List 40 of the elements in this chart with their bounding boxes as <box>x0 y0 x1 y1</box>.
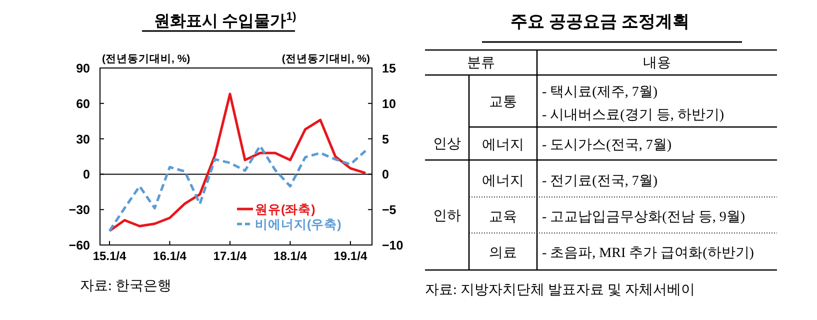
y-tick-label: −60 <box>68 238 90 252</box>
text: 교통 <box>489 95 517 110</box>
x-tick-label: 19.1/4 <box>334 249 368 263</box>
text: - 택시료(제주, 7월) <box>542 85 658 100</box>
y-tick-label: 30 <box>76 132 90 146</box>
y2-tick-label: 0 <box>382 168 389 182</box>
text: 인하 <box>433 209 461 224</box>
y2-tick-label: 5 <box>382 132 389 146</box>
text: 자료: 한국은행 <box>80 279 172 294</box>
text: 자료: 지방자치단체 발표자료 및 자체서베이 <box>425 283 695 298</box>
text: 에너지 <box>482 174 524 189</box>
y2-tick-label: −10 <box>382 238 404 252</box>
x-tick-label: 18.1/4 <box>274 249 308 263</box>
text: - 도시가스(전국, 7월) <box>542 138 672 153</box>
text: - 고교납입금무상화(전남 등, 9월) <box>542 210 746 225</box>
x-tick-label: 17.1/4 <box>213 249 247 263</box>
legend-label: 비에너지(우축) <box>255 218 342 232</box>
text: 인상 <box>433 137 461 152</box>
x-tick-label: 16.1/4 <box>153 249 187 263</box>
x-tick-label: 15.1/4 <box>92 249 126 263</box>
y2-tick-label: 10 <box>382 96 396 111</box>
y-axis-title: (전년동기대비, %) <box>102 53 190 65</box>
text: - 시내버스료(경기 등, 하반기) <box>542 108 724 123</box>
y-tick-label: 90 <box>76 62 90 76</box>
text: 주요 공공요금 조정계획 <box>510 12 690 31</box>
text: - 초음파, MRI 추가 급여화(하반기) <box>542 246 754 261</box>
text: 에너지 <box>482 138 524 153</box>
y2-axis-title: (전년동기대비, %) <box>282 53 370 65</box>
text: 교육 <box>489 210 517 225</box>
y2-tick-label: −5 <box>382 203 396 218</box>
y-tick-label: 60 <box>76 96 90 111</box>
y2-tick-label: 15 <box>382 62 396 76</box>
text: 의료 <box>489 246 517 261</box>
text: 내용 <box>643 56 671 71</box>
y-tick-label: −30 <box>68 203 90 218</box>
chart-title: 원화표시 수입물가$^{1)}$ <box>154 11 296 30</box>
text: - 전기료(전국, 7월) <box>542 174 658 189</box>
legend-label: 원유(좌축) <box>255 202 316 216</box>
text: 분류 <box>467 56 495 71</box>
y-tick-label: 0 <box>83 168 90 182</box>
